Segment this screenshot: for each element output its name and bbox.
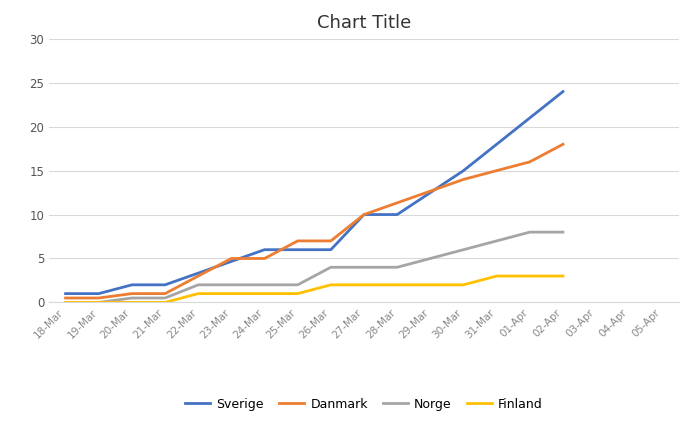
Danmark (492, 168, 500, 173)
Sverige (260, 247, 269, 252)
Finland (426, 282, 435, 287)
Finland (228, 291, 236, 296)
Danmark (228, 256, 236, 261)
Sverige (127, 282, 136, 287)
Finland (62, 300, 70, 305)
Norge (260, 282, 269, 287)
Danmark (260, 256, 269, 261)
Finland (94, 300, 103, 305)
Danmark (526, 159, 534, 165)
Sverige (62, 291, 70, 296)
Finland (559, 273, 567, 279)
Sverige (492, 142, 500, 147)
Danmark (161, 291, 169, 296)
Finland (161, 300, 169, 305)
Finland (393, 282, 401, 287)
Sverige (161, 282, 169, 287)
Norge (94, 300, 103, 305)
Danmark (293, 238, 302, 244)
Finland (360, 282, 368, 287)
Danmark (360, 212, 368, 217)
Danmark (459, 177, 468, 182)
Sverige (360, 212, 368, 217)
Sverige (94, 291, 103, 296)
Finland (526, 273, 534, 279)
Title: Chart Title: Chart Title (317, 14, 411, 32)
Norge (393, 265, 401, 270)
Finland (127, 300, 136, 305)
Legend: Sverige, Danmark, Norge, Finland: Sverige, Danmark, Norge, Finland (181, 393, 547, 416)
Finland (492, 273, 500, 279)
Norge (161, 295, 169, 301)
Finland (194, 291, 202, 296)
Sverige (293, 247, 302, 252)
Line: Sverige: Sverige (66, 92, 563, 294)
Finland (459, 282, 468, 287)
Norge (194, 282, 202, 287)
Danmark (62, 295, 70, 301)
Norge (526, 229, 534, 235)
Norge (559, 229, 567, 235)
Norge (360, 265, 368, 270)
Norge (293, 282, 302, 287)
Norge (127, 295, 136, 301)
Line: Danmark: Danmark (66, 144, 563, 298)
Danmark (559, 142, 567, 147)
Finland (260, 291, 269, 296)
Sverige (559, 89, 567, 94)
Norge (327, 265, 335, 270)
Sverige (327, 247, 335, 252)
Line: Norge: Norge (66, 232, 563, 302)
Norge (228, 282, 236, 287)
Danmark (94, 295, 103, 301)
Sverige (393, 212, 401, 217)
Danmark (327, 238, 335, 244)
Sverige (459, 168, 468, 173)
Line: Finland: Finland (66, 276, 563, 302)
Finland (327, 282, 335, 287)
Danmark (127, 291, 136, 296)
Finland (293, 291, 302, 296)
Norge (62, 300, 70, 305)
